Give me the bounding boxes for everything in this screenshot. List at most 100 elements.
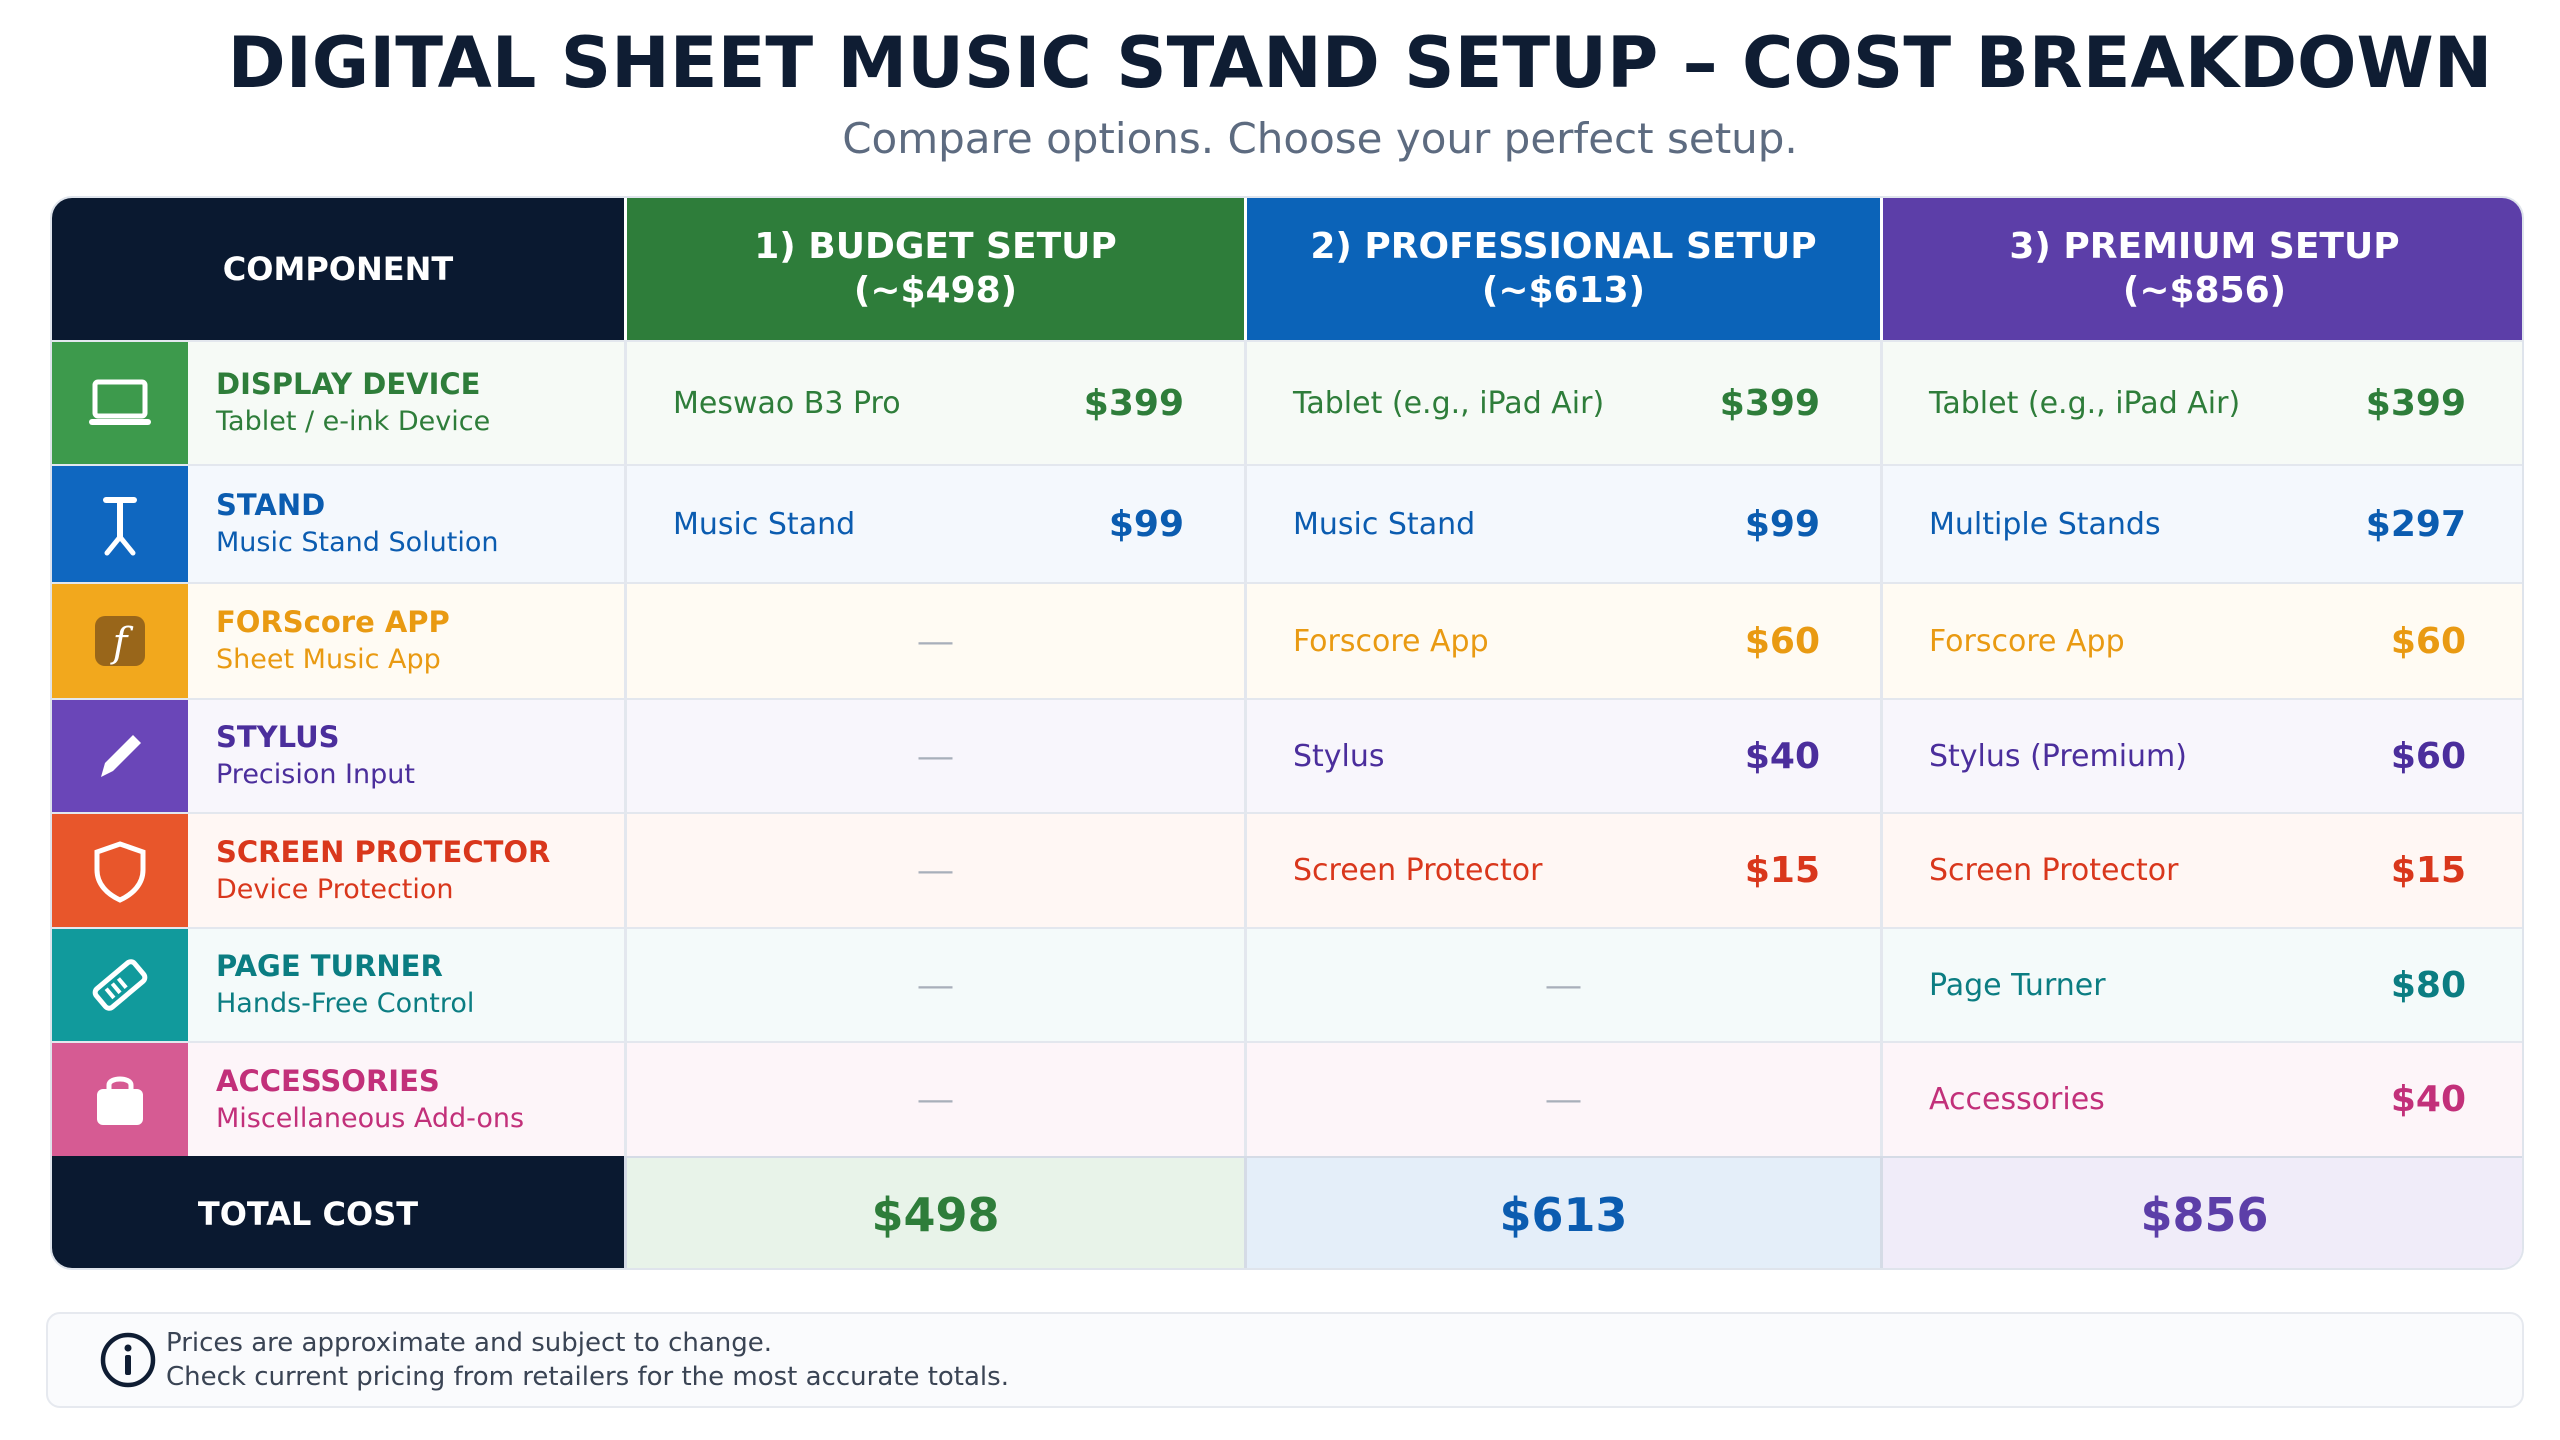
dash: — [918,1080,953,1118]
component-description: Sheet Music App [216,644,441,675]
note-line-1: Prices are approximate and subject to ch… [166,1328,773,1358]
cost-table: COMPONENT 1) BUDGET SETUP (~$498) 2) PROF… [50,196,2524,1270]
item-price: $15 [2390,850,2466,891]
page-title: DIGITAL SHEET MUSIC STAND SETUP – COST B… [227,22,2493,104]
component-row-1: STAND Music Stand Solution [52,464,624,582]
component-name: STYLUS [216,720,340,754]
item-price: $40 [2390,1079,2466,1120]
item-name: Forscore App [1293,623,1489,659]
item-name: Tablet (e.g., iPad Air) [1929,385,2241,421]
item-price: $40 [1744,735,1820,777]
component-description: Precision Input [216,759,415,790]
budget-empty-cell: — [624,812,1244,927]
item-name: Music Stand [1293,506,1476,542]
prem-cell: Stylus (Premium) $60 [1880,698,2522,812]
header-premium-setup: 3) PREMIUM SETUP (~$856) [1880,198,2522,340]
dash: — [918,621,953,660]
component-row-3: STYLUS Precision Input [52,698,624,812]
item-name: Screen Protector [1929,853,2179,888]
item-price: $399 [1083,382,1184,424]
item-name: Accessories [1929,1082,2105,1117]
dash: — [1546,1080,1581,1118]
item-name: Stylus (Premium) [1929,738,2187,774]
component-row-2: f FORScore APP Sheet Music App [52,582,624,698]
item-price: $399 [2365,382,2466,424]
professional-title: 2) PROFESSIONAL SETUP [1310,226,1817,267]
budget-empty-cell: — [624,1041,1244,1156]
prem-cell: Page Turner $80 [1880,927,2522,1041]
budget-empty-cell: — [624,582,1244,698]
total-budget: $498 [624,1156,1244,1268]
prem-cell: Tablet (e.g., iPad Air) $399 [1880,340,2522,464]
component-description: Device Protection [216,873,454,905]
item-price: $399 [1719,382,1820,424]
budget-cell: Music Stand $99 [624,464,1244,582]
item-price: $99 [1744,503,1820,545]
note-line-2: Check current pricing from retailers for… [166,1362,1009,1392]
item-name: Multiple Stands [1929,506,2161,542]
component-description: Music Stand Solution [216,527,499,558]
budget-title: 1) BUDGET SETUP [754,226,1117,267]
total-cost-label: TOTAL COST [52,1156,624,1268]
header-budget-setup: 1) BUDGET SETUP (~$498) [624,198,1244,340]
item-price: $60 [2390,735,2466,777]
item-price: $99 [1108,503,1184,545]
item-name: Stylus [1293,738,1385,774]
item-price: $60 [1744,620,1820,662]
pro-cell: Tablet (e.g., iPad Air) $399 [1244,340,1880,464]
dash: — [918,965,953,1004]
component-row-6: ACCESSORIES Miscellaneous Add-ons [52,1041,624,1156]
budget-empty-cell: — [624,698,1244,812]
forscore-app-icon: f [52,584,188,698]
item-price: $80 [2390,964,2466,1006]
pro-cell: Screen Protector $15 [1244,812,1880,927]
item-name: Meswao B3 Pro [673,385,901,421]
dash: — [918,851,953,889]
budget-estimate: (~$498) [853,270,1018,311]
item-name: Tablet (e.g., iPad Air) [1293,385,1605,421]
component-row-4: SCREEN PROTECTOR Device Protection [52,812,624,927]
disclaimer-note: Prices are approximate and subject to ch… [46,1312,2524,1408]
premium-estimate: (~$856) [2122,270,2287,311]
component-description: Hands-Free Control [216,988,475,1019]
item-price: $60 [2390,620,2466,662]
item-name: Forscore App [1929,623,2125,659]
shield-icon [52,814,188,927]
dash: — [918,736,953,775]
stylus-icon [52,700,188,812]
pro-empty-cell: — [1244,927,1880,1041]
item-name: Page Turner [1929,967,2106,1003]
header-professional-setup: 2) PROFESSIONAL SETUP (~$613) [1244,198,1880,340]
professional-estimate: (~$613) [1481,270,1646,311]
pro-cell: Stylus $40 [1244,698,1880,812]
component-name: STAND [216,488,326,522]
component-name: ACCESSORIES [216,1063,440,1098]
laptop-icon [52,342,188,464]
total-premium: $856 [1880,1156,2522,1268]
item-price: $297 [2365,503,2466,545]
info-icon [48,1330,208,1390]
item-name: Screen Protector [1293,853,1543,888]
item-price: $15 [1744,850,1820,891]
budget-empty-cell: — [624,927,1244,1041]
pro-empty-cell: — [1244,1041,1880,1156]
item-name: Music Stand [673,506,856,542]
shopping-bag-icon [52,1043,188,1156]
header-component: COMPONENT [52,198,624,340]
component-row-5: PAGE TURNER Hands-Free Control [52,927,624,1041]
page-subtitle: Compare options. Choose your perfect set… [842,114,1798,163]
music-stand-icon [52,466,188,582]
dash: — [1546,965,1581,1004]
component-name: DISPLAY DEVICE [216,367,481,401]
component-name: SCREEN PROTECTOR [216,834,551,869]
pro-cell: Music Stand $99 [1244,464,1880,582]
prem-cell: Screen Protector $15 [1880,812,2522,927]
prem-cell: Forscore App $60 [1880,582,2522,698]
prem-cell: Multiple Stands $297 [1880,464,2522,582]
page-turner-icon [52,929,188,1041]
component-name: FORScore APP [216,605,450,639]
total-professional: $613 [1244,1156,1880,1268]
component-row-0: DISPLAY DEVICE Tablet / e-ink Device [52,340,624,464]
component-description: Tablet / e-ink Device [216,406,491,437]
budget-cell: Meswao B3 Pro $399 [624,340,1244,464]
